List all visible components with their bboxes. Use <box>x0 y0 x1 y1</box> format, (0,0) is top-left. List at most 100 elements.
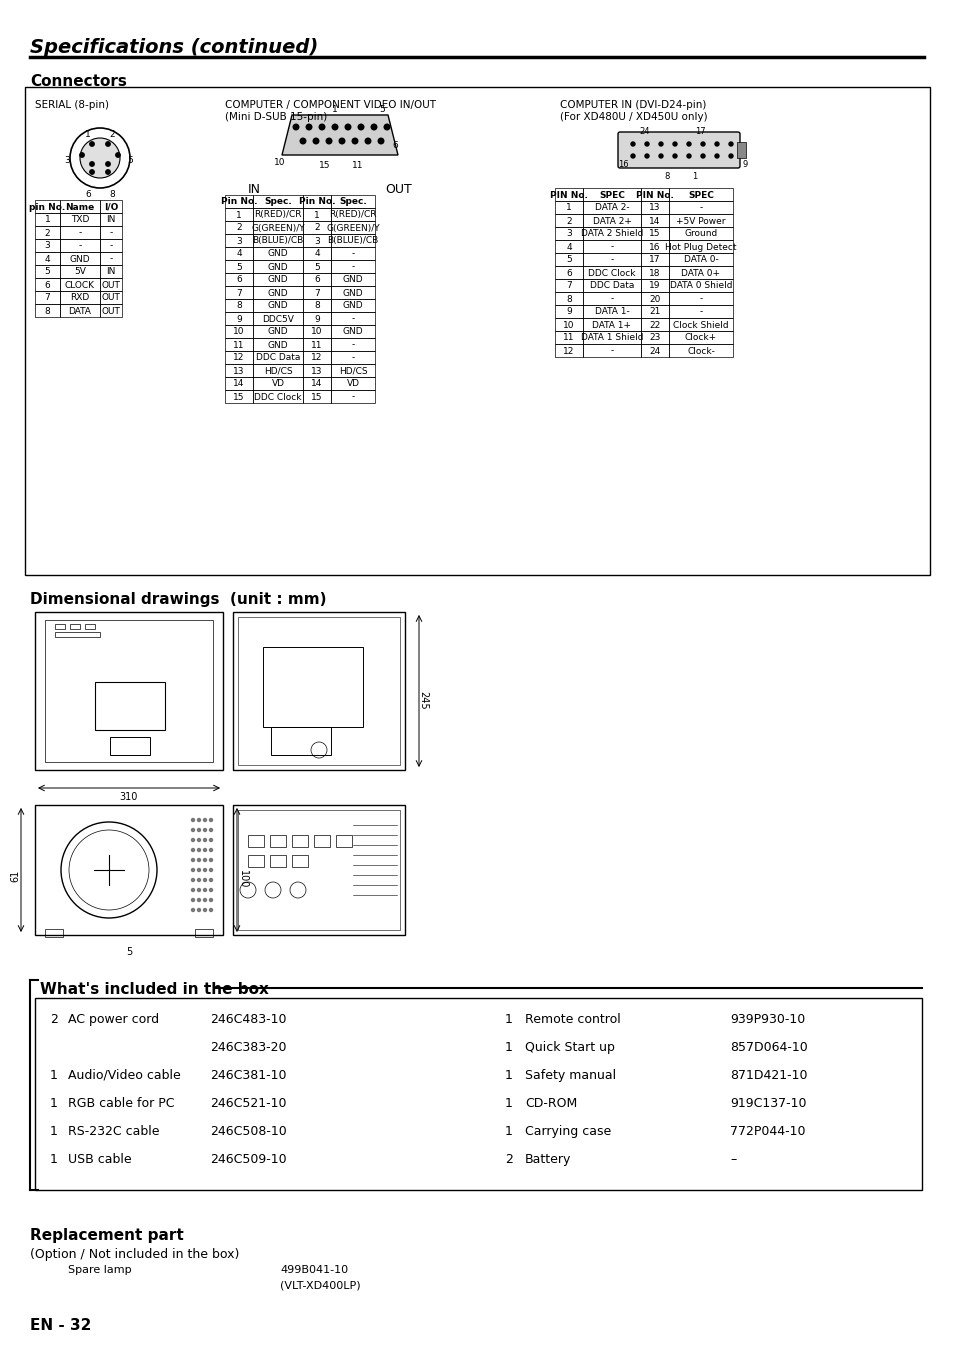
Bar <box>100 290 122 304</box>
Text: SPEC: SPEC <box>687 190 713 200</box>
Bar <box>555 266 582 280</box>
Text: 14: 14 <box>311 380 322 389</box>
Bar <box>253 326 303 338</box>
Text: CLOCK: CLOCK <box>65 281 95 289</box>
Bar <box>303 247 331 259</box>
Text: 3: 3 <box>236 236 242 246</box>
Bar <box>640 331 668 345</box>
Text: 919C137-10: 919C137-10 <box>729 1097 805 1111</box>
Bar <box>582 317 640 331</box>
Text: -: - <box>699 204 702 212</box>
Text: 5: 5 <box>126 947 132 957</box>
Circle shape <box>672 154 677 158</box>
Bar <box>331 273 375 286</box>
Circle shape <box>371 124 376 130</box>
Bar <box>555 213 582 227</box>
Bar <box>331 222 375 234</box>
Bar <box>270 855 286 867</box>
Circle shape <box>106 170 111 174</box>
Text: I/O: I/O <box>104 203 118 212</box>
Circle shape <box>644 142 648 146</box>
Text: GND: GND <box>342 276 363 285</box>
Text: Clock+: Clock+ <box>684 334 717 343</box>
Bar <box>55 624 65 630</box>
Bar <box>303 195 331 208</box>
Circle shape <box>197 908 200 912</box>
Bar <box>640 317 668 331</box>
Bar <box>555 292 582 305</box>
Circle shape <box>210 858 213 862</box>
Bar <box>253 363 303 377</box>
Bar <box>303 326 331 338</box>
Text: 1: 1 <box>314 211 319 219</box>
Bar <box>253 312 303 326</box>
Text: 14: 14 <box>649 216 660 226</box>
Text: SERIAL (8-pin): SERIAL (8-pin) <box>35 100 109 109</box>
Circle shape <box>90 142 94 146</box>
Text: DATA 2-: DATA 2- <box>594 204 629 212</box>
Bar <box>35 213 60 226</box>
Bar <box>225 247 253 259</box>
Circle shape <box>210 908 213 912</box>
Text: 246C483-10: 246C483-10 <box>210 1013 286 1025</box>
Circle shape <box>197 889 200 892</box>
Text: 100: 100 <box>237 870 248 889</box>
Text: -: - <box>610 242 613 251</box>
Text: DATA 0-: DATA 0- <box>683 255 718 265</box>
Bar <box>582 227 640 240</box>
Bar <box>640 227 668 240</box>
Bar <box>45 929 63 938</box>
Circle shape <box>197 898 200 901</box>
Bar <box>60 290 100 304</box>
Bar <box>60 200 100 213</box>
Bar <box>225 195 253 208</box>
Circle shape <box>210 898 213 901</box>
Circle shape <box>192 889 194 892</box>
Text: GND: GND <box>268 262 288 272</box>
Text: OUT: OUT <box>101 281 120 289</box>
Bar <box>668 280 732 292</box>
Bar <box>668 345 732 357</box>
Text: 1: 1 <box>504 1013 513 1025</box>
Text: 499B041-10: 499B041-10 <box>280 1265 348 1275</box>
Bar <box>303 312 331 326</box>
Text: 15: 15 <box>649 230 660 239</box>
Circle shape <box>672 142 677 146</box>
Bar <box>253 259 303 273</box>
Bar <box>225 351 253 363</box>
Bar <box>582 345 640 357</box>
Text: -: - <box>610 295 613 304</box>
Text: 16: 16 <box>617 159 628 169</box>
Bar <box>85 624 95 630</box>
Text: TXD: TXD <box>71 216 89 224</box>
Text: DATA 2 Shield: DATA 2 Shield <box>580 230 642 239</box>
Text: GND: GND <box>268 289 288 297</box>
Bar <box>253 351 303 363</box>
Bar <box>253 234 303 247</box>
Circle shape <box>659 142 662 146</box>
Bar <box>331 299 375 312</box>
Bar <box>640 188 668 201</box>
Bar <box>100 265 122 278</box>
Bar <box>45 620 213 762</box>
Text: 1: 1 <box>85 130 91 139</box>
Circle shape <box>197 848 200 851</box>
Bar <box>253 286 303 299</box>
Text: 2: 2 <box>45 228 51 238</box>
Bar <box>555 305 582 317</box>
Bar <box>555 240 582 253</box>
Bar <box>555 227 582 240</box>
Text: pin No.: pin No. <box>30 203 66 212</box>
Text: GND: GND <box>342 327 363 336</box>
Bar <box>331 363 375 377</box>
Text: Carrying case: Carrying case <box>524 1125 611 1138</box>
Text: -: - <box>610 255 613 265</box>
Text: 7: 7 <box>314 289 319 297</box>
Text: DATA 1 Shield: DATA 1 Shield <box>580 334 642 343</box>
Text: -: - <box>699 295 702 304</box>
Bar <box>60 253 100 265</box>
Text: 1: 1 <box>50 1152 58 1166</box>
Bar <box>314 835 330 847</box>
Bar <box>668 188 732 201</box>
Bar <box>640 240 668 253</box>
